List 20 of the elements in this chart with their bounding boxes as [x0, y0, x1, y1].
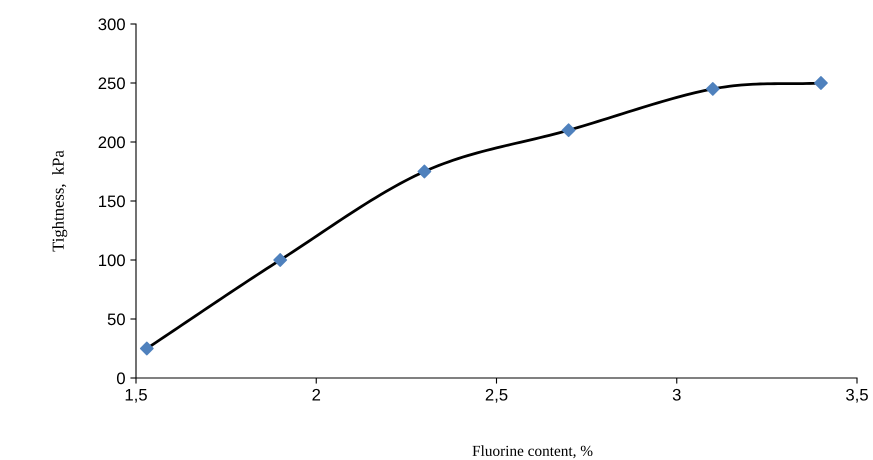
x-axis-title: Fluorine content, % — [472, 445, 592, 458]
point — [273, 253, 288, 267]
x-tick-label: 2 — [312, 388, 320, 400]
y-tick-label: 300 — [98, 18, 125, 30]
x-tick-label: 3 — [672, 388, 681, 401]
y-tick-label: 150 — [99, 195, 125, 208]
y-tick-label: 250 — [98, 77, 125, 90]
x-tick-label: 2,5 — [486, 388, 508, 403]
point — [706, 82, 720, 96]
point — [140, 342, 154, 356]
point — [562, 123, 576, 138]
y-tick-label: 100 — [99, 254, 125, 266]
y-tick-label: 0 — [116, 372, 125, 384]
y-tick-label: 50 — [108, 313, 125, 326]
x-tick-label: 1,5 — [126, 389, 147, 403]
point — [814, 76, 828, 90]
x-tick-label: 3,5 — [846, 388, 868, 403]
y-axis-title: Tightness, kPa — [52, 150, 68, 252]
point — [417, 164, 432, 178]
y-tick-label: 200 — [98, 136, 125, 148]
